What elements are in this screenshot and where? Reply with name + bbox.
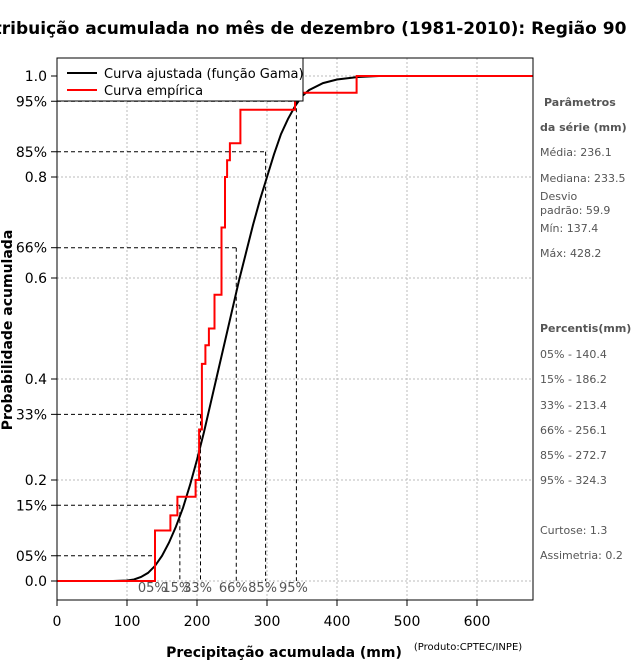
plot-frame [56, 57, 534, 601]
y-tick-label: 0.8 [25, 170, 47, 186]
percentil-66: 66% - 256.1 [540, 424, 607, 437]
empirical-curve [57, 75, 533, 582]
x-tick-label: 300 [254, 614, 281, 630]
x-axis-label: Precipitação acumulada (mm) [166, 645, 402, 660]
x-tick-label: 0 [53, 614, 62, 630]
percentile-axis-label: 05% [138, 581, 167, 596]
legend: Curva ajustada (função Gama) Curva empíri… [56, 57, 304, 102]
legend-label: Curva ajustada (função Gama) [104, 67, 304, 82]
y-tick-label: 33% [16, 407, 47, 423]
credit-label: (Produto:CPTEC/INPE) [414, 642, 522, 653]
chart-title: Distribuição acumulada no mês de dezembr… [0, 19, 627, 39]
percentile-labels: 05%15%33% 66% 85% 95% [138, 581, 308, 596]
stat-media: Média: 236.1 [540, 146, 612, 159]
stat-assimetria: Assimetria: 0.2 [540, 549, 623, 562]
params-title-1: Parâmetros [544, 96, 616, 109]
y-axis-label: Probabilidade acumulada [0, 230, 16, 431]
percentil-95: 95% - 324.3 [540, 474, 607, 487]
stat-min: Mín: 137.4 [540, 222, 599, 235]
axes: 0 100 200 300 400 500 6000.005%15%0.233%0.40.6… [16, 69, 490, 630]
percentile-axis-label: 15% [162, 581, 191, 596]
y-tick-label: 0.2 [25, 473, 47, 489]
percentile-axis-label: 95% [279, 581, 308, 596]
y-tick-label: 1.0 [25, 69, 47, 85]
percentil-33: 33% - 213.4 [540, 399, 607, 412]
percentile-axis-label: 66% [219, 581, 248, 596]
grid [57, 58, 533, 600]
x-tick-label: 500 [394, 614, 421, 630]
percentil-85: 85% - 272.7 [540, 449, 607, 462]
y-tick-label: 15% [16, 498, 47, 514]
stat-max: Máx: 428.2 [540, 247, 602, 260]
y-tick-label: 95% [16, 94, 47, 110]
stat-desvio-2: padrão: 59.9 [540, 204, 611, 217]
y-tick-label: 0.6 [25, 271, 47, 287]
params-title-2: da série (mm) [540, 121, 627, 134]
x-tick-label: 100 [114, 614, 141, 630]
stat-mediana: Mediana: 233.5 [540, 172, 626, 185]
series-lines [57, 75, 533, 582]
y-tick-label: 05% [16, 549, 47, 565]
stat-curtose: Curtose: 1.3 [540, 524, 608, 537]
percentile-axis-label: 33% [183, 581, 212, 596]
legend-box [56, 57, 304, 102]
y-tick-label: 85% [16, 145, 47, 161]
percentil-05: 05% - 140.4 [540, 348, 607, 361]
x-tick-label: 600 [464, 614, 491, 630]
stat-desvio-1: Desvio [540, 190, 578, 203]
y-tick-label: 0.0 [25, 574, 47, 590]
percentil-15: 15% - 186.2 [540, 373, 607, 386]
percentile-axis-label: 85% [248, 581, 277, 596]
y-tick-label: 66% [16, 241, 47, 257]
legend-label: Curva empírica [104, 84, 203, 99]
y-tick-label: 0.4 [25, 372, 47, 388]
percentis-title: Percentis(mm) [540, 322, 632, 335]
x-tick-label: 400 [324, 614, 351, 630]
x-tick-label: 200 [184, 614, 211, 630]
